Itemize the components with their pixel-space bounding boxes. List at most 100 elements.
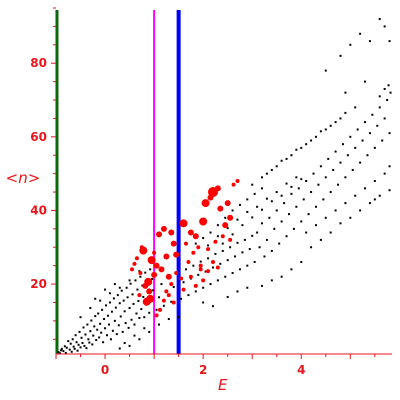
data-point — [339, 222, 342, 225]
highlight-point — [181, 287, 186, 292]
data-point — [144, 271, 147, 274]
data-point — [202, 237, 205, 240]
data-point — [170, 300, 173, 303]
data-point — [285, 157, 288, 160]
data-point — [368, 132, 371, 135]
data-point — [356, 128, 359, 131]
data-point — [102, 341, 105, 344]
data-point — [94, 297, 97, 300]
data-point — [334, 209, 337, 212]
data-point — [359, 32, 362, 35]
data-point — [337, 183, 340, 186]
data-point — [376, 124, 379, 127]
data-point — [256, 231, 259, 234]
data-point — [364, 121, 367, 124]
y-axis-label: <n> — [6, 169, 41, 187]
data-point — [209, 283, 212, 286]
data-point — [290, 154, 293, 157]
highlight-point — [227, 214, 234, 221]
data-point — [149, 268, 152, 271]
highlight-point — [130, 267, 135, 272]
data-point — [300, 178, 303, 181]
data-point — [84, 333, 87, 336]
data-point — [297, 187, 300, 190]
data-point — [202, 301, 205, 304]
data-point — [177, 316, 180, 319]
data-point — [89, 306, 92, 309]
y-tick-label: 60 — [30, 130, 47, 144]
data-point — [314, 205, 317, 208]
highlight-point — [146, 294, 155, 303]
highlight-point — [191, 250, 196, 255]
data-point — [329, 231, 332, 234]
data-point — [113, 319, 116, 322]
data-point — [106, 314, 109, 317]
data-point — [148, 330, 151, 333]
highlight-point — [228, 237, 233, 242]
data-point — [92, 334, 95, 337]
data-point — [135, 312, 138, 315]
highlight-point — [158, 266, 165, 273]
data-point — [364, 187, 367, 190]
x-tick-label: 0 — [101, 363, 109, 377]
data-point — [368, 202, 371, 205]
data-point — [128, 344, 131, 347]
highlight-point — [134, 256, 139, 261]
data-point — [251, 234, 254, 237]
data-point — [134, 279, 137, 282]
axes — [51, 7, 392, 359]
data-point — [118, 286, 121, 289]
data-point — [60, 347, 63, 350]
highlight-point — [198, 267, 203, 272]
data-point — [199, 260, 202, 263]
data-point — [246, 286, 249, 289]
data-point — [381, 139, 384, 142]
data-point — [319, 165, 322, 168]
highlight-point — [231, 182, 236, 187]
data-point — [91, 343, 94, 346]
highlight-point — [168, 229, 175, 236]
x-tick-label: 4 — [297, 363, 305, 377]
data-point — [114, 306, 117, 309]
data-point — [226, 259, 229, 262]
data-point — [95, 339, 98, 342]
data-point — [268, 216, 271, 219]
data-point — [295, 176, 298, 179]
data-point — [75, 341, 78, 344]
highlight-point — [217, 205, 224, 212]
data-point — [290, 185, 293, 188]
data-point — [76, 349, 79, 352]
data-point — [132, 302, 135, 305]
data-point — [71, 338, 74, 341]
data-point — [216, 279, 219, 282]
data-point — [373, 146, 376, 149]
data-point — [226, 227, 229, 230]
data-point — [180, 297, 183, 300]
data-point — [346, 154, 349, 157]
data-point — [204, 270, 207, 273]
data-point — [388, 132, 391, 135]
data-point — [334, 121, 337, 124]
tick-labels: 0 2 4 20 40 60 80 — [30, 56, 305, 377]
data-point — [207, 257, 210, 260]
data-point — [258, 246, 261, 249]
highlight-point — [163, 253, 170, 260]
data-point — [129, 282, 132, 285]
data-point — [241, 251, 244, 254]
data-point — [261, 187, 264, 190]
data-point — [310, 139, 313, 142]
data-point — [285, 235, 288, 238]
highlight-point — [201, 199, 210, 208]
data-point — [105, 304, 108, 307]
data-point — [67, 340, 70, 343]
data-point — [143, 316, 146, 319]
data-point — [89, 330, 92, 333]
data-point — [270, 279, 273, 282]
data-point — [231, 209, 234, 212]
highlight-point — [161, 298, 166, 303]
data-point — [82, 326, 85, 329]
highlight-point — [147, 256, 156, 265]
data-point — [119, 315, 122, 318]
data-point — [140, 308, 143, 311]
data-point — [261, 284, 264, 287]
